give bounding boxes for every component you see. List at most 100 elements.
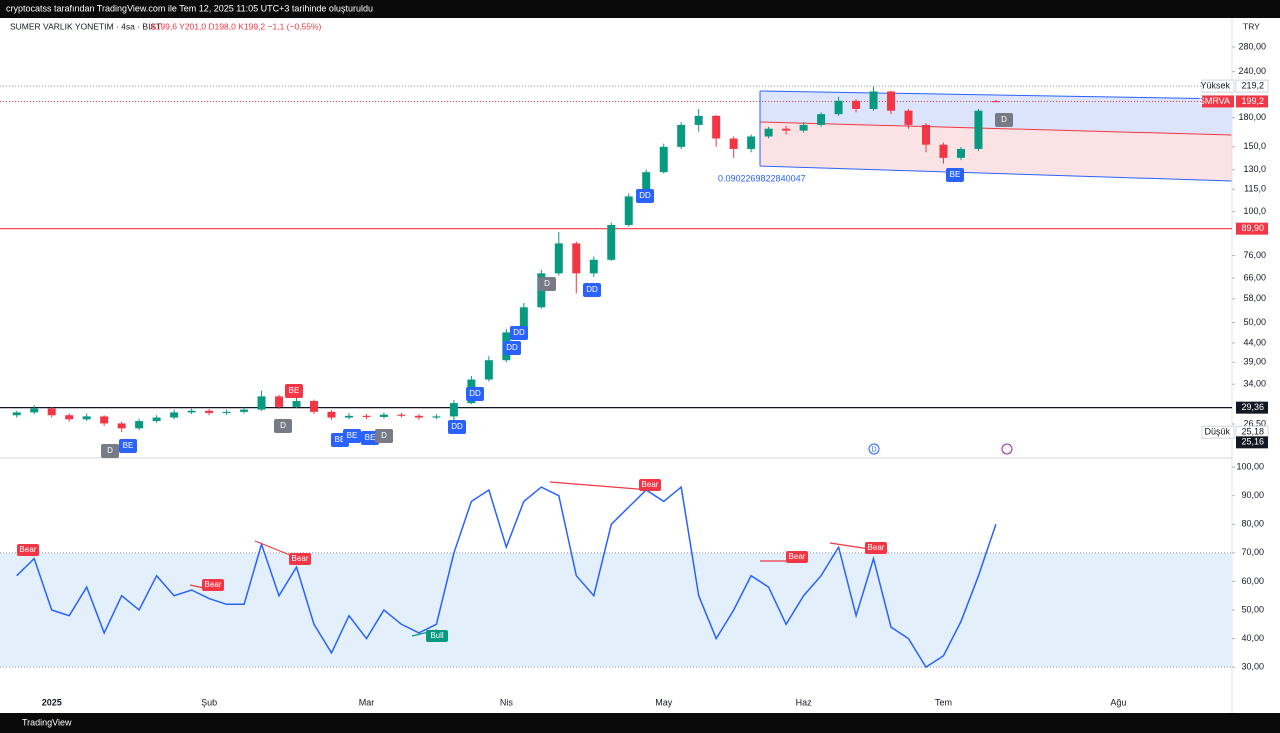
price-tag: 89,90 [1241,223,1264,233]
signal-label: BE [289,386,300,395]
divergence-label: Bear [205,580,222,589]
candle-body [414,415,423,418]
currency: TRY [1243,21,1260,31]
signal-bg [995,113,1013,127]
candle-body [834,100,843,115]
candle-body [607,224,616,260]
signal-bg [285,384,303,398]
y-tick-label: 34,00 [1243,379,1266,389]
ohlc: A199,6 Y201,0 D198,0 K199,2 −1,1 (−0,55%… [150,21,322,31]
divergence-label-bg [202,579,224,591]
x-tick-label: Şub [201,697,217,707]
y-tick-label: 130,0 [1243,164,1266,174]
y-tick-label: 240,00 [1238,66,1266,76]
signal-label: D [381,431,387,440]
y-tick-label: 150,0 [1243,141,1266,151]
x-tick-label: May [655,697,673,707]
x-tick-label: Nis [500,697,513,707]
channel-line [759,90,1233,100]
candle-body [205,410,214,413]
channel-line [759,121,1233,136]
signal-label: D [107,446,113,455]
candle-body [922,124,930,145]
divergence-label-bg [865,542,887,554]
signal-bg [274,419,292,433]
candle-body [589,259,598,274]
price-tag-bg [1236,222,1268,235]
tag-name-bg [1201,79,1235,93]
candle-body [379,414,388,417]
y-tick-label: 44,00 [1243,337,1266,347]
channel-lower [760,122,1232,181]
divergence-label: Bear [868,543,885,552]
price-tag-bg [1236,401,1268,414]
event-label: D [871,446,876,453]
y-tick-label: 50,00 [1243,317,1266,327]
price-tag-bg [1236,95,1268,108]
y-tick-label: 90,00 [1241,490,1264,500]
divergence-label: Bear [292,554,309,563]
rsi-line [16,485,997,669]
signal-bg [946,168,964,182]
candle-body [904,110,913,125]
candle-body [677,124,686,147]
price-tag: 25,18 [1241,427,1264,437]
candle-body [869,91,878,109]
tag-name-bg [1202,95,1234,108]
candle-body [47,408,56,416]
candle-body [432,416,441,418]
x-tick-label: Mar [359,697,375,707]
divergence-label-bg [426,630,448,642]
candle-body [397,414,406,416]
signal-bg [448,420,466,434]
divergence-label-bg [289,553,311,565]
signal-bg [538,277,556,291]
signal-bg [466,387,484,401]
channel-upper [760,91,1232,135]
y-tick-label: 66,00 [1243,272,1266,282]
candle-body [729,138,738,149]
y-tick-label: 100,00 [1236,462,1264,472]
top-bar [0,0,1280,18]
price-tag: 29,36 [1241,402,1264,412]
divergence-label: Bear [642,480,659,489]
tag-name: Yüksek [1200,81,1230,91]
signal-label: D [544,279,550,288]
x-tick-label: Haz [796,697,813,707]
candle-body [956,148,965,158]
candle-body [152,417,161,422]
channel-line [759,165,1233,182]
candle-body [712,115,721,139]
price-tag: 199,2 [1241,96,1264,106]
candle-body [292,401,301,407]
signal-label: DD [469,389,481,398]
signal-bg [636,189,654,203]
tag-name: Düşük [1204,427,1230,437]
candle-body [187,410,196,413]
x-tick-label: 2025 [42,697,62,707]
bottom-bar [0,713,1280,733]
candle-body [222,411,231,413]
signal-bg [119,439,137,453]
signal-label: BE [347,431,358,440]
candle-body [974,110,983,149]
candle-body [257,396,266,410]
candle-body [344,415,353,418]
candle-body [694,115,703,125]
candle-body [310,401,318,412]
divergence-label: Bull [430,631,444,640]
candle-body [642,172,651,197]
signal-bg [375,429,393,443]
y-tick-label: 39,00 [1243,357,1266,367]
candle-body [117,423,126,429]
rsi-band [0,552,1232,668]
divergence-label-bg [639,479,661,491]
signal-label: DD [513,328,525,337]
y-tick-label: 100,0 [1243,206,1266,216]
candle-body [852,100,861,109]
signal-label: BE [335,435,346,444]
candle-body [170,412,179,418]
candle-body [554,243,563,274]
candle-body [12,412,21,416]
signal-bg [343,429,361,443]
